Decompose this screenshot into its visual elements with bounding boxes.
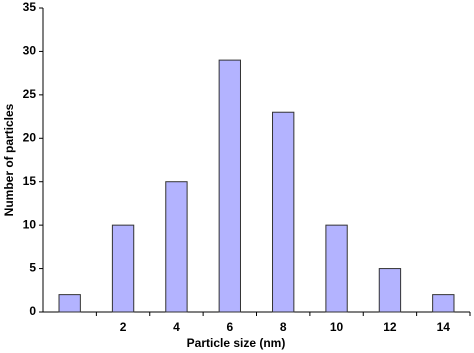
bar — [272, 111, 295, 313]
y-axis-title: Number of particles — [2, 103, 16, 216]
x-tick-label: 4 — [173, 320, 180, 334]
bar — [111, 224, 135, 313]
y-tick-label: 25 — [23, 87, 37, 101]
y-tick-label: 30 — [23, 44, 37, 58]
bar — [432, 294, 455, 313]
x-tick-label: 14 — [437, 320, 451, 334]
x-tick-label: 6 — [226, 320, 233, 334]
bar — [378, 268, 402, 313]
y-tick-label: 15 — [23, 174, 37, 188]
y-tick-label: 35 — [23, 0, 37, 14]
bar — [218, 59, 241, 313]
x-tick-label: 8 — [280, 320, 287, 334]
y-tick-label: 5 — [29, 261, 36, 275]
x-axis-title: Particle size (nm) — [187, 336, 286, 350]
bar — [325, 224, 348, 313]
y-tick-label: 0 — [29, 304, 36, 318]
bar — [58, 294, 81, 313]
bar — [165, 181, 188, 313]
y-tick-label: 20 — [23, 130, 37, 144]
y-tick-label: 10 — [23, 217, 37, 231]
x-tick-label: 12 — [383, 320, 397, 334]
x-tick-label: 10 — [330, 320, 344, 334]
x-tick-label: 2 — [120, 320, 127, 334]
